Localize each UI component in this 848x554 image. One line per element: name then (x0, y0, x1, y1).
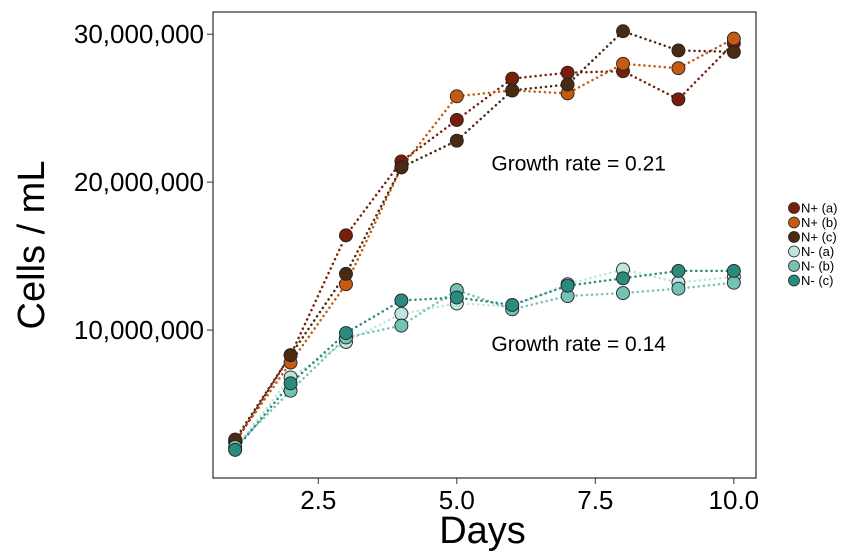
data-point (560, 278, 575, 293)
annotations: Growth rate = 0.21 Growth rate = 0.14 (491, 152, 666, 355)
legend-swatch (788, 216, 800, 229)
legend-label: N+ (c) (801, 230, 837, 245)
x-tick-label: 2.5 (300, 485, 336, 515)
data-point (505, 71, 520, 86)
data-point (283, 348, 298, 363)
axes: 2.5 5.0 7.5 10.0 10,000,000 20,000,000 30,000,… (11, 11, 760, 552)
annotation-text: Growth rate = 0.21 (491, 152, 666, 175)
data-point (394, 160, 409, 175)
legend-label: N+ (b) (801, 215, 837, 230)
legend-label: N- (b) (801, 259, 834, 274)
data-point (671, 43, 686, 58)
data-point (339, 326, 353, 340)
data-point (726, 263, 741, 278)
data-point (339, 228, 353, 243)
data-point (449, 133, 464, 148)
data-point (449, 290, 464, 305)
x-tick-label: 10.0 (709, 485, 760, 515)
legend-swatch (788, 245, 800, 258)
data-point (616, 24, 630, 39)
series-line (233, 269, 736, 452)
legend-label: N+ (a) (801, 201, 837, 216)
data-point (616, 56, 630, 71)
x-tick-label: 7.5 (577, 485, 613, 515)
series-line (233, 281, 736, 449)
data-point (394, 293, 409, 308)
series-line (233, 268, 736, 450)
y-axis-title: Cells / mL (11, 161, 53, 330)
x-axis-title: Days (439, 510, 526, 552)
legend-swatch (788, 274, 800, 287)
series-line (233, 37, 736, 443)
legend-swatch (788, 202, 800, 214)
data-point (228, 442, 243, 457)
data-point (671, 61, 686, 76)
data-point (449, 113, 464, 127)
legend-swatch (788, 260, 800, 272)
series-line (233, 29, 736, 441)
data-point (671, 92, 686, 107)
data-point (394, 306, 409, 321)
data-point (505, 83, 520, 98)
data-point (283, 376, 298, 391)
data-point (505, 297, 520, 312)
legend-label: N- (c) (801, 273, 834, 288)
data-point (671, 281, 686, 296)
data-point (726, 44, 741, 59)
legend-swatch (788, 231, 800, 243)
data-point (339, 266, 353, 281)
data-point (671, 263, 686, 278)
y-tick-label: 20,000,000 (74, 167, 204, 197)
plot-area (228, 24, 741, 457)
data-point (394, 318, 409, 333)
data-point (726, 275, 741, 290)
annotation-text: Growth rate = 0.14 (491, 333, 666, 356)
series-line (233, 41, 736, 444)
data-point (560, 77, 575, 92)
data-point (616, 271, 630, 286)
y-tick-label: 10,000,000 (74, 315, 204, 345)
data-point (726, 31, 741, 46)
y-tick-label: 30,000,000 (74, 19, 204, 49)
x-tick-label: 5.0 (439, 485, 475, 515)
legend-label: N- (a) (801, 244, 834, 259)
data-point (449, 89, 464, 104)
data-point (560, 65, 575, 80)
plot-border (212, 11, 757, 479)
legend: N+ (a)N+ (b)N+ (c)N- (a)N- (b)N- (c) (788, 201, 837, 288)
data-point (616, 286, 630, 301)
